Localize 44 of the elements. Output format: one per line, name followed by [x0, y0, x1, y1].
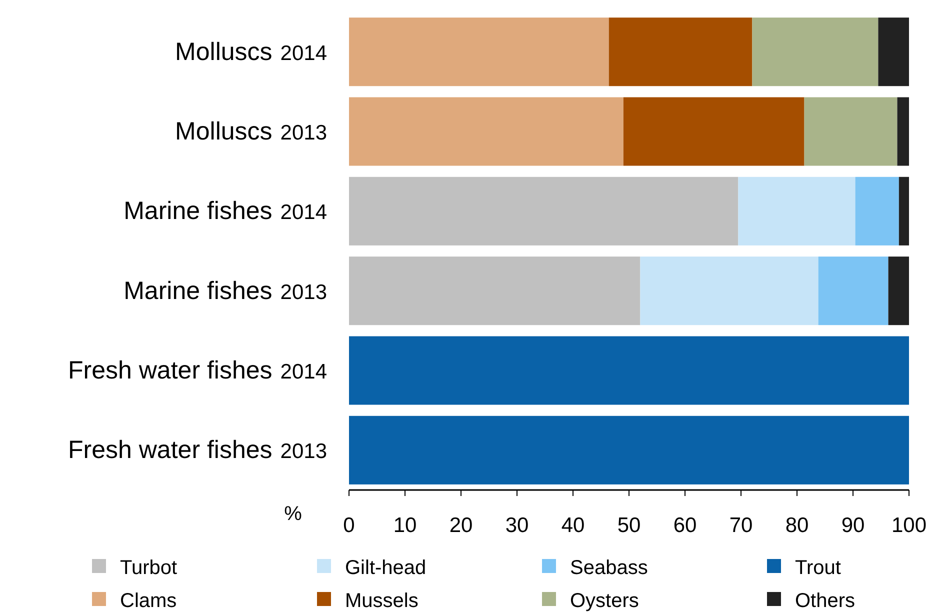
x-tick-label: 10	[393, 514, 417, 537]
y-tick-label: Molluscs 2014	[175, 38, 328, 66]
x-tick-label: 40	[561, 514, 585, 537]
legend-label: Turbot	[120, 557, 178, 579]
x-tick-label: 30	[505, 514, 529, 537]
bar	[878, 18, 909, 86]
bar	[349, 336, 909, 405]
legend-label: Seabass	[570, 557, 648, 579]
bar	[897, 97, 909, 166]
y-tick-label: Molluscs 2013	[175, 118, 327, 146]
y-tick-label: Marine fishes 2013	[124, 276, 327, 305]
bar	[738, 176, 856, 246]
y-tick-label: Fresh water fishes 2013	[68, 436, 327, 464]
x-tick-label: 20	[449, 514, 473, 537]
bar	[804, 97, 898, 166]
legend-label: Oysters	[570, 590, 639, 612]
x-tick-label: 50	[617, 514, 641, 537]
legend-label: Mussels	[345, 590, 418, 612]
x-tick-label: 90	[841, 514, 865, 537]
y-tick-label: Fresh water fishes 2014	[68, 356, 328, 384]
bar	[349, 416, 909, 484]
y-tick-label: Marine fishes 2014	[124, 197, 328, 226]
legend-label: Others	[795, 590, 856, 612]
legend-label: Trout	[795, 557, 842, 579]
bar	[818, 256, 888, 326]
bar	[752, 18, 878, 86]
bar	[349, 176, 738, 246]
bar	[349, 256, 640, 326]
bar	[608, 18, 752, 86]
bar	[623, 97, 804, 166]
bar	[349, 97, 624, 166]
bar	[855, 176, 899, 246]
bar	[349, 18, 609, 86]
x-tick-label: 60	[673, 514, 697, 537]
legend-label: Gilt-head	[345, 557, 426, 579]
x-axis-title: %	[284, 503, 302, 525]
x-tick-label: 80	[785, 514, 809, 537]
x-tick-label: 70	[729, 514, 753, 537]
bar	[898, 176, 909, 246]
bar	[888, 256, 909, 326]
legend-label: Clams	[120, 590, 177, 612]
x-tick-label: 100	[891, 514, 927, 537]
x-tick-label: 0	[343, 514, 355, 537]
bar	[640, 256, 818, 326]
